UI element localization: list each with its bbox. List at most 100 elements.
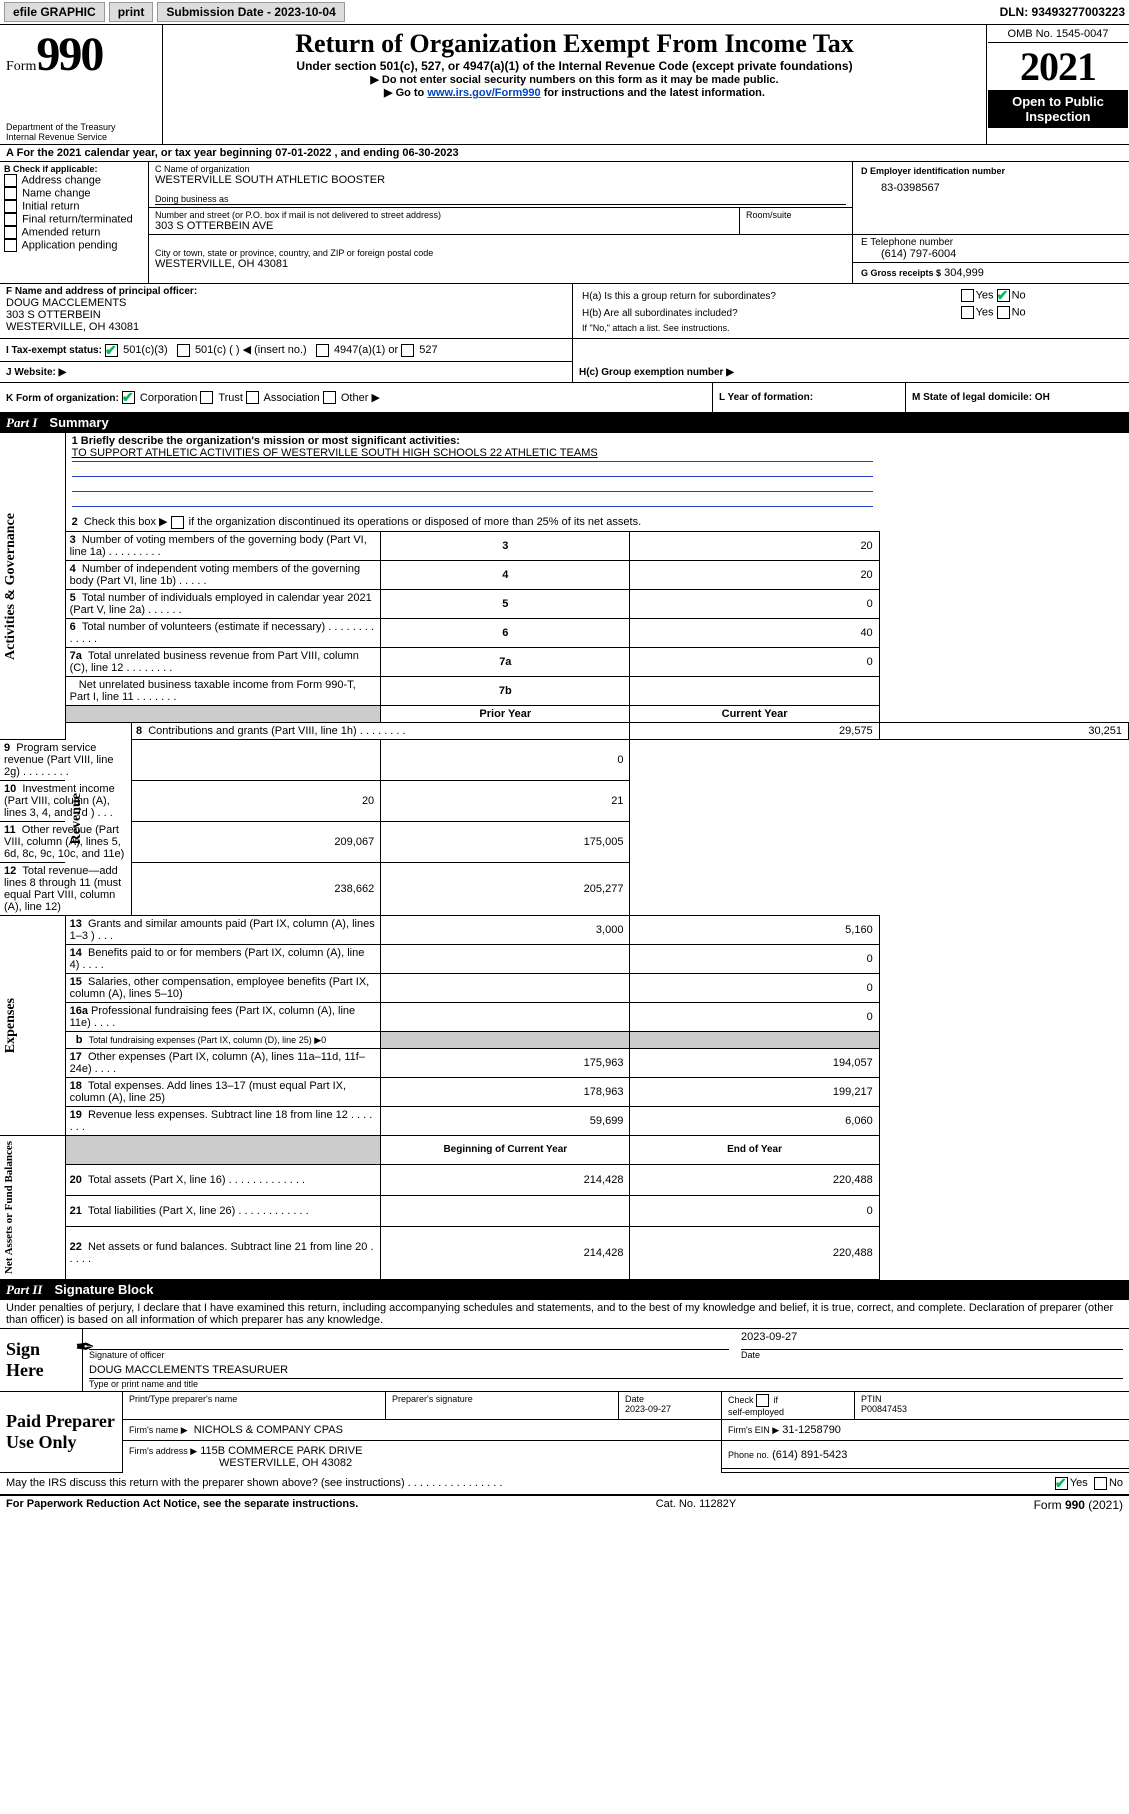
omb-number: OMB No. 1545-0047 [988, 26, 1128, 43]
ha-yes[interactable] [961, 289, 974, 302]
ein: 83-0398567 [861, 176, 1121, 194]
tax-period: A For the 2021 calendar year, or tax yea… [0, 145, 1129, 162]
officer-print: DOUG MACCLEMENTS TREASURUER [89, 1364, 1123, 1379]
irs-link[interactable]: www.irs.gov/Form990 [427, 87, 540, 99]
sign-here: Sign Here ✒ Signature of officer 2023-09… [0, 1328, 1129, 1392]
form-990-label: Form990 [6, 27, 156, 82]
discuss-no[interactable] [1094, 1477, 1107, 1490]
firm-phone: (614) 891-5423 [772, 1449, 847, 1461]
form-header: Form990 Department of the Treasury Inter… [0, 25, 1129, 145]
status-row: I Tax-exempt status: 501(c)(3) 501(c) ( … [0, 339, 1129, 383]
print-button[interactable]: print [109, 2, 154, 22]
type-name-label: Type or print name and title [89, 1379, 1123, 1389]
dln: DLN: 93493277003223 [1000, 5, 1125, 19]
chk-initial[interactable]: Initial return [4, 200, 144, 213]
dept-label: Department of the Treasury [6, 122, 156, 132]
paid-label: Paid Preparer Use Only [6, 1411, 116, 1453]
chk-4947[interactable] [316, 344, 329, 357]
box-f-label: F Name and address of principal officer: [6, 286, 566, 297]
hb-label: H(b) Are all subordinates included? [582, 308, 738, 319]
sig-officer-label: Signature of officer [89, 1350, 729, 1360]
pen-icon: ✒ [75, 1333, 95, 1362]
part1-bar: Part ISummary [0, 413, 1129, 433]
col-eoy: End of Year [630, 1135, 879, 1164]
form-title: Return of Organization Exempt From Incom… [167, 29, 982, 59]
ha-yesno: Yes No [960, 288, 1121, 303]
side-gov: Activities & Governance [1, 509, 21, 664]
city: WESTERVILLE, OH 43081 [155, 258, 846, 270]
chk-527[interactable] [401, 344, 414, 357]
side-exp: Expenses [1, 994, 21, 1057]
officer-group: F Name and address of principal officer:… [0, 284, 1129, 339]
hb-yesno: Yes No [960, 305, 1121, 320]
chk-pending[interactable]: Application pending [4, 239, 144, 252]
hb-yes[interactable] [961, 306, 974, 319]
box-d-label: D Employer identification number [861, 166, 1121, 176]
col-prior: Prior Year [381, 705, 630, 722]
topbar: efile GRAPHIC print Submission Date - 20… [0, 0, 1129, 25]
box-k-label: K Form of organization: [6, 393, 119, 404]
submission-date: Submission Date - 2023-10-04 [157, 2, 344, 22]
city-label: City or town, state or province, country… [155, 248, 846, 258]
chk-name-change[interactable]: Name change [4, 187, 144, 200]
box-l-label: L Year of formation: [719, 392, 813, 403]
col-boy: Beginning of Current Year [381, 1135, 630, 1164]
part1-table: Activities & Governance 1 Briefly descri… [0, 433, 1129, 1280]
footer-right: Form 990 (2021) [1034, 1498, 1123, 1512]
officer-addr1: 303 S OTTERBEIN [6, 309, 566, 321]
ha-no[interactable] [997, 289, 1010, 302]
instr-ssn: ▶ Do not enter social security numbers o… [167, 73, 982, 86]
discuss-row: May the IRS discuss this return with the… [0, 1473, 1129, 1495]
paid-preparer: Paid Preparer Use Only Print/Type prepar… [0, 1392, 1129, 1474]
perjury-decl: Under penalties of perjury, I declare th… [0, 1300, 1129, 1328]
firm-ein: 31-1258790 [782, 1424, 841, 1436]
box-g-label: G Gross receipts $ [861, 268, 941, 278]
chk-final[interactable]: Final return/terminated [4, 213, 144, 226]
chk-other[interactable] [323, 391, 336, 404]
chk-discontinued[interactable] [171, 516, 184, 529]
box-j-label: J Website: ▶ [6, 367, 66, 378]
room-label: Room/suite [746, 210, 846, 220]
hb-note: If "No," attach a list. See instructions… [581, 322, 1121, 334]
box-i-label: I Tax-exempt status: [6, 345, 102, 356]
form-subtitle: Under section 501(c), 527, or 4947(a)(1)… [167, 59, 982, 73]
part2-bar: Part IISignature Block [0, 1280, 1129, 1300]
dba-label: Doing business as [155, 194, 846, 205]
firm-addr2: WESTERVILLE, OH 43082 [129, 1457, 352, 1469]
street: 303 S OTTERBEIN AVE [155, 220, 733, 232]
hc-label: H(c) Group exemption number ▶ [579, 367, 734, 378]
officer-addr2: WESTERVILLE, OH 43081 [6, 321, 566, 333]
chk-trust[interactable] [200, 391, 213, 404]
chk-corp[interactable] [122, 391, 135, 404]
q2-text: Check this box ▶ if the organization dis… [84, 516, 641, 528]
hb-no[interactable] [997, 306, 1010, 319]
footer-left: For Paperwork Reduction Act Notice, see … [6, 1498, 358, 1512]
col-curr: Current Year [630, 705, 879, 722]
box-m-label: M State of legal domicile: OH [912, 392, 1050, 403]
mission-text: TO SUPPORT ATHLETIC ACTIVITIES OF WESTER… [72, 447, 874, 462]
ptin: P00847453 [861, 1404, 907, 1414]
box-e-label: E Telephone number [861, 237, 1121, 248]
chk-501c3[interactable] [105, 344, 118, 357]
prep-sig-label: Preparer's signature [386, 1392, 619, 1420]
sig-date-label: Date [741, 1350, 1123, 1360]
irs-label: Internal Revenue Service [6, 132, 156, 142]
chk-assoc[interactable] [246, 391, 259, 404]
officer-name: DOUG MACCLEMENTS [6, 297, 566, 309]
telephone: (614) 797-6004 [861, 248, 1121, 260]
prep-date: 2023-09-27 [625, 1404, 671, 1414]
side-rev: Revenue [67, 789, 87, 848]
sign-here-label: Sign Here [6, 1339, 76, 1381]
chk-amended[interactable]: Amended return [4, 226, 144, 239]
firm-name: NICHOLS & COMPANY CPAS [194, 1424, 343, 1436]
efile-button[interactable]: efile GRAPHIC [4, 2, 105, 22]
chk-501c[interactable] [177, 344, 190, 357]
tax-year: 2021 [988, 43, 1128, 90]
discuss-yes[interactable] [1055, 1477, 1068, 1490]
box-c-name-label: C Name of organization [155, 164, 846, 174]
footer-mid: Cat. No. 11282Y [656, 1498, 737, 1512]
chk-self-employed[interactable] [756, 1394, 769, 1407]
chk-address-change[interactable]: Address change [4, 174, 144, 187]
side-net: Net Assets or Fund Balances [1, 1137, 17, 1278]
street-label: Number and street (or P.O. box if mail i… [155, 210, 733, 220]
